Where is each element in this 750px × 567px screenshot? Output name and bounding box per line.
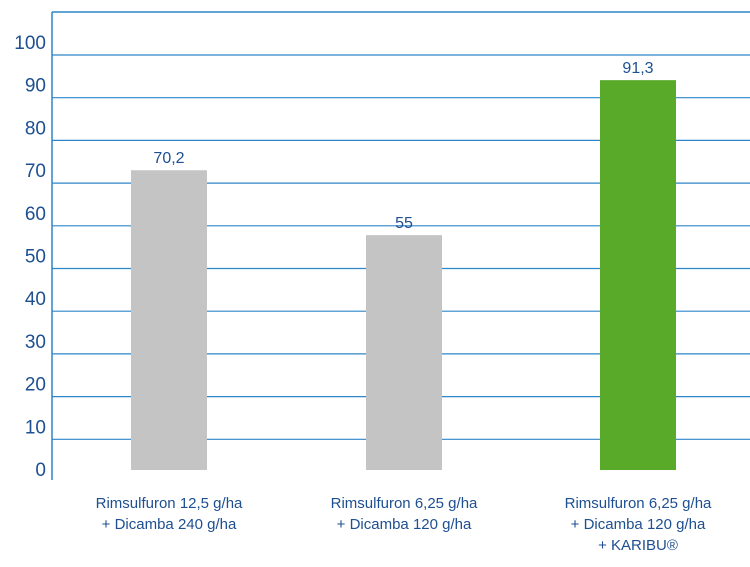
y-tick-label: 60: [25, 204, 46, 225]
x-category-label-line: Rimsulfuron 6,25 g/ha: [564, 495, 712, 512]
bars: [131, 80, 676, 471]
y-tick-label: 0: [35, 460, 46, 480]
y-tick-label: 90: [25, 76, 46, 97]
y-tick-label: 30: [25, 332, 46, 353]
bar: [131, 170, 207, 470]
y-tick-label: 80: [25, 118, 46, 139]
x-category-label: Rimsulfuron 12,5 g/ha + Dicamba 240 g/ha: [69, 493, 269, 535]
value-labels: 70,2 55 91,3: [153, 60, 653, 232]
value-label: 70,2: [153, 150, 184, 167]
x-category-label-line: + Dicamba 120 g/ha: [336, 516, 472, 533]
x-category-label-line: + KARIBU®: [598, 537, 678, 554]
y-tick-label: 70: [25, 161, 46, 182]
bar: [366, 235, 442, 470]
bar-chart: 70,2 55 91,3 0 10 20 30 40 50 60 70 80 90 100: [14, 11, 750, 480]
x-category-label: Rimsulfuron 6,25 g/ha + Dicamba 120 g/ha: [304, 493, 504, 535]
y-tick-label: 20: [25, 375, 46, 396]
bar: [600, 80, 676, 471]
y-tick-label: 40: [25, 289, 46, 310]
y-tick-label: 10: [25, 417, 46, 438]
y-tick-label: 50: [25, 247, 46, 268]
x-category-label-line: Rimsulfuron 6,25 g/ha: [330, 495, 478, 512]
value-label: 55: [395, 215, 413, 232]
y-tick-label: 100: [14, 33, 46, 54]
x-category-label-line: Rimsulfuron 12,5 g/ha: [95, 495, 243, 512]
x-category-label-line: + Dicamba 240 g/ha: [101, 516, 237, 533]
x-category-label: Rimsulfuron 6,25 g/ha + Dicamba 120 g/ha +…: [538, 493, 738, 556]
x-category-label-line: + Dicamba 120 g/ha: [570, 516, 706, 533]
y-tick-labels: 0 10 20 30 40 50 60 70 80 90 100: [14, 33, 46, 480]
value-label: 91,3: [622, 60, 653, 77]
